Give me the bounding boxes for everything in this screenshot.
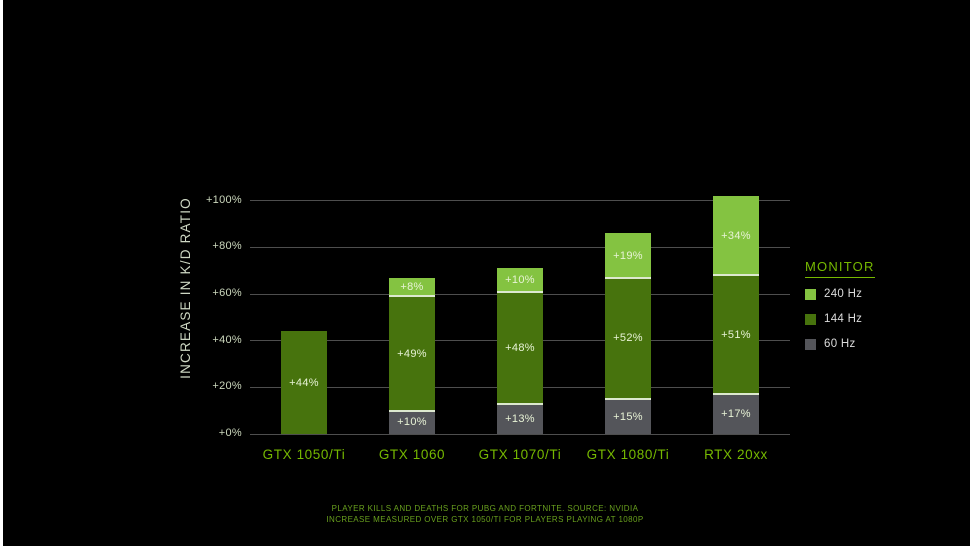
segment-separator <box>605 276 651 279</box>
legend-swatch <box>805 338 816 350</box>
x-category-label: GTX 1070/Ti <box>478 447 562 462</box>
gridline-0 <box>250 433 790 435</box>
bar-segment-144hz: +52% <box>605 277 651 399</box>
x-category-label: GTX 1080/Ti <box>586 447 670 462</box>
segment-separator <box>713 393 759 396</box>
x-axis-category-labels: GTX 1050/Ti GTX 1060 GTX 1070/Ti GTX 1080/T… <box>250 447 790 469</box>
bar-segment-144hz: +48% <box>497 291 543 404</box>
segment-separator <box>497 402 543 405</box>
y-tick-label: +60% <box>212 287 242 299</box>
bar-gtx-1050-ti: +44% <box>281 189 327 434</box>
legend-items: 240 Hz 144 Hz 60 Hz <box>805 288 935 350</box>
legend-label: 60 Hz <box>824 338 856 350</box>
bar-value-label: +10% <box>397 416 427 429</box>
bar-segment-60hz: +17% <box>713 394 759 434</box>
y-tick-label: +20% <box>212 380 242 393</box>
bar-value-label: +15% <box>613 410 643 423</box>
bar-segment-240hz: +19% <box>605 233 651 278</box>
legend-item-60hz: 60 Hz <box>805 338 935 350</box>
legend-label: 144 Hz <box>824 313 863 325</box>
bar-gtx-1060: +10% +49% +8% <box>389 189 435 434</box>
bar-segment-60hz: +13% <box>497 403 543 434</box>
y-axis-title: INCREASE IN K/D RATIO <box>178 197 193 379</box>
x-category-label: GTX 1060 <box>378 447 446 462</box>
y-tick-label: +100% <box>205 193 242 206</box>
bar-segment-60hz: +10% <box>389 410 435 434</box>
legend-label: 240 Hz <box>824 288 863 300</box>
legend-item-240hz: 240 Hz <box>805 288 935 300</box>
plot-area: +44% +10% +49% +8% +13% +48% +10% +15% +52% +19% +… <box>250 189 790 435</box>
bar-value-label: +51% <box>721 328 751 341</box>
segment-separator <box>389 409 435 412</box>
bar-value-label: +10% <box>505 274 535 286</box>
legend-title: MONITOR <box>805 259 875 278</box>
legend-swatch <box>805 288 816 300</box>
bar-gtx-1070-ti: +13% +48% +10% <box>497 189 543 434</box>
bar-segment-240hz: +10% <box>497 268 543 292</box>
x-category-label: GTX 1050/Ti <box>262 447 346 462</box>
y-tick-label: +80% <box>212 240 242 253</box>
bar-rtx-20xx: +17% +51% +34% <box>713 189 759 434</box>
bars-layer: +44% +10% +49% +8% +13% +48% +10% +15% +52% +19% +… <box>250 189 790 434</box>
y-tick-label: +40% <box>212 333 242 346</box>
gridline-100 <box>250 200 790 202</box>
bar-value-label: +49% <box>397 347 427 360</box>
bar-value-label: +44% <box>289 376 319 389</box>
legend-swatch <box>805 313 816 325</box>
bar-segment-144hz: +51% <box>713 275 759 395</box>
footer-caption: PLAYER KILLS AND DEATHS FOR PUBG AND FOR… <box>0 503 970 525</box>
y-tick-label: +0% <box>218 427 242 439</box>
bar-segment-144hz: +49% <box>389 296 435 411</box>
bar-value-label: +17% <box>721 408 751 421</box>
bar-segment-240hz: +34% <box>713 196 759 276</box>
gridline-80 <box>250 246 790 248</box>
bar-segment-144hz: +44% <box>281 331 327 434</box>
segment-separator <box>497 290 543 293</box>
footer-line-1: PLAYER KILLS AND DEATHS FOR PUBG AND FOR… <box>331 504 639 513</box>
legend: MONITOR 240 Hz 144 Hz 60 Hz <box>805 258 935 363</box>
bar-value-label: +34% <box>721 229 751 242</box>
bar-gtx-1080-ti: +15% +52% +19% <box>605 189 651 434</box>
footer-line-2: INCREASE MEASURED OVER GTX 1050/TI FOR P… <box>326 515 644 524</box>
segment-separator <box>605 398 651 400</box>
bar-value-label: +52% <box>613 332 643 345</box>
x-category-label: RTX 20xx <box>704 447 768 462</box>
bar-value-label: +19% <box>613 249 643 262</box>
legend-item-144hz: 144 Hz <box>805 313 935 325</box>
bar-value-label: +8% <box>400 281 424 294</box>
segment-separator <box>389 295 435 298</box>
bar-segment-240hz: +8% <box>389 277 435 297</box>
bar-value-label: +48% <box>505 341 535 354</box>
bar-segment-60hz: +15% <box>605 399 651 434</box>
bar-value-label: +13% <box>505 412 535 425</box>
segment-separator <box>713 274 759 277</box>
left-edge-artifact <box>0 0 3 546</box>
